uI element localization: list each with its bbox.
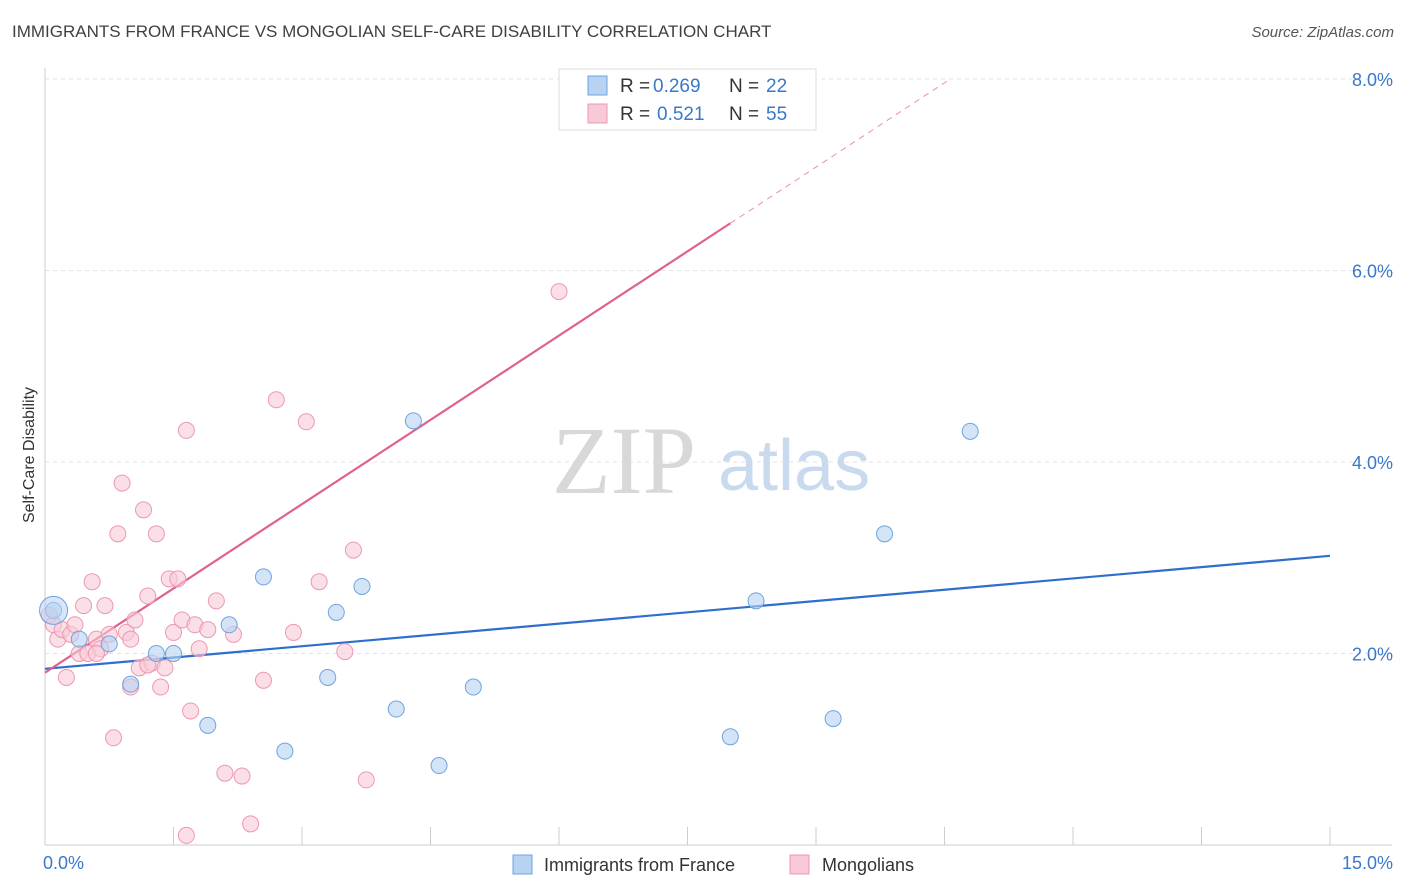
point-mongolians: [182, 702, 200, 720]
point-mongolians: [336, 643, 354, 661]
y-axis-label: Self-Care Disability: [21, 387, 38, 523]
legend-swatch-france: [587, 75, 608, 96]
point-france: [430, 757, 448, 775]
legend-swatch-mongolians: [587, 103, 608, 124]
legend-r-label-france: R =: [620, 76, 650, 97]
point-france: [147, 645, 165, 662]
point-france: [100, 635, 118, 653]
y-tick-label: 2.0%: [1352, 645, 1393, 665]
point-mongolians: [135, 501, 153, 519]
y-tick-label: 6.0%: [1352, 262, 1393, 282]
point-mongolians: [177, 826, 195, 844]
point-france: [122, 675, 140, 693]
grid-lines: [45, 78, 1392, 654]
point-france: [387, 700, 405, 718]
point-mongolians: [207, 592, 225, 610]
point-mongolians: [75, 597, 93, 615]
point-france: [747, 592, 765, 610]
point-france: [327, 603, 345, 621]
source-label: Source: ZipAtlas.com: [1251, 24, 1394, 41]
bottom-legend-swatch-france: [512, 854, 533, 875]
point-mongolians: [165, 623, 182, 641]
axes: [44, 68, 1392, 846]
point-mongolians: [122, 630, 140, 648]
trendline-france: [44, 554, 1331, 670]
point-mongolians: [109, 525, 127, 543]
point-france: [404, 412, 422, 430]
point-mongolians: [96, 597, 114, 615]
point-mongolians: [267, 391, 285, 409]
legend-n-value-mongolians: 55: [766, 104, 787, 125]
legend-r-label-mongolians: R =: [620, 104, 650, 125]
point-mongolians: [357, 771, 375, 789]
point-mongolians: [310, 573, 328, 591]
x-tick-label: 15.0%: [1342, 853, 1393, 873]
point-mongolians: [344, 541, 362, 559]
chart-title: IMMIGRANTS FROM FRANCE VS MONGOLIAN SELF…: [12, 22, 772, 41]
point-mongolians: [87, 645, 105, 662]
point-france: [70, 630, 88, 648]
point-mongolians: [105, 729, 123, 747]
x-tick-label: 0.0%: [43, 853, 84, 873]
legend-n-label-france: N =: [729, 76, 759, 97]
point-mongolians: [139, 587, 157, 605]
trend-lines: [44, 78, 1331, 674]
point-mongolians: [177, 421, 195, 439]
point-mongolians: [190, 640, 208, 658]
legend-n-value-france: 22: [766, 76, 787, 97]
point-france: [876, 525, 894, 543]
point-mongolians: [169, 570, 187, 588]
point-france: [824, 710, 842, 728]
point-mongolians: [147, 525, 165, 543]
trendline-mongolians: [44, 222, 731, 674]
point-france: [353, 577, 371, 595]
point-france: [276, 742, 294, 760]
watermark: ZIP atlas: [552, 407, 870, 514]
legend-r-value-france: 0.269: [653, 76, 701, 97]
legend-n-label-mongolians: N =: [729, 104, 759, 125]
point-france: [254, 568, 272, 586]
data-points: [39, 283, 979, 844]
point-mongolians: [216, 764, 234, 782]
point-france: [165, 645, 182, 662]
bottom-legend: Immigrants from France Mongolians: [512, 854, 914, 875]
point-mongolians: [284, 623, 302, 641]
point-mongolians: [297, 413, 315, 431]
bottom-legend-label-france: Immigrants from France: [544, 855, 735, 875]
point-mongolians: [113, 474, 131, 492]
point-mongolians: [254, 671, 272, 689]
y-tick-label: 4.0%: [1352, 453, 1393, 473]
point-france: [220, 616, 238, 634]
point-mongolians: [199, 621, 217, 639]
point-france: [319, 668, 337, 686]
legend-r-value-mongolians: 0.521: [657, 104, 705, 125]
watermark-zip: ZIP: [552, 407, 696, 514]
tick-labels: 2.0% 4.0% 6.0% 8.0% 0.0% 15.0%: [43, 70, 1393, 873]
point-mongolians: [83, 573, 101, 591]
point-france: [961, 422, 979, 440]
point-mongolians: [242, 815, 260, 833]
legend-box: R = 0.269 N = 22 R = 0.521 N = 55: [558, 68, 817, 131]
bottom-legend-swatch-mongolians: [789, 854, 810, 875]
point-mongolians: [139, 656, 157, 674]
point-mongolians: [66, 616, 84, 634]
point-france: [721, 728, 739, 746]
point-mongolians: [152, 678, 170, 696]
point-mongolians: [156, 659, 174, 677]
point-france: [39, 595, 69, 625]
y-tick-label: 8.0%: [1352, 70, 1393, 90]
point-mongolians: [126, 611, 144, 629]
point-mongolians: [233, 767, 251, 785]
point-mongolians: [550, 283, 568, 301]
point-mongolians: [57, 668, 75, 686]
point-france: [199, 716, 217, 734]
bottom-legend-label-mongolians: Mongolians: [822, 855, 914, 875]
watermark-atlas: atlas: [718, 426, 870, 506]
point-france: [464, 678, 482, 696]
